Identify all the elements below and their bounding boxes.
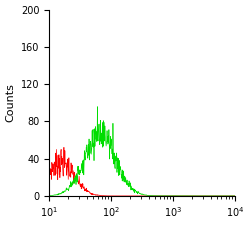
Y-axis label: Counts: Counts: [6, 83, 16, 122]
